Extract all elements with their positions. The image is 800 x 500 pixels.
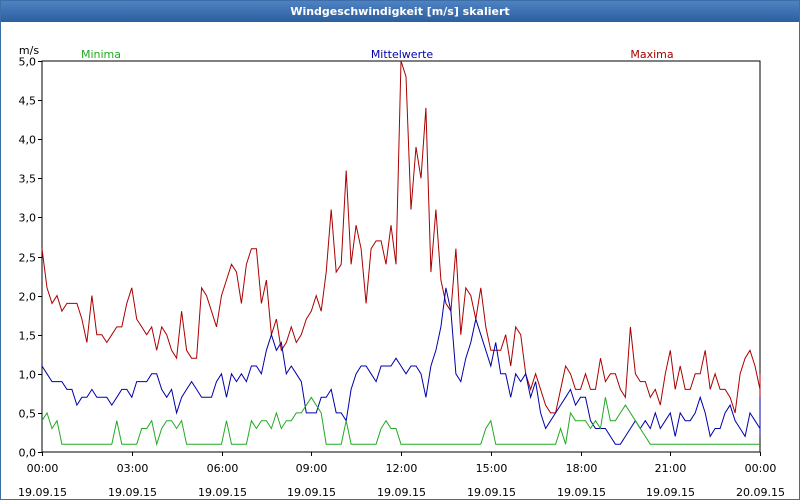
y-tick-label: 1,0 <box>19 369 37 382</box>
y-tick-label: 5,0 <box>19 56 37 69</box>
y-tick-label: 2,0 <box>19 291 37 304</box>
legend: Minima Mittelwerte Maxima <box>81 48 674 61</box>
y-tick-label: 3,5 <box>19 173 37 186</box>
axes <box>38 60 761 456</box>
y-tick-label: 4,0 <box>19 134 37 147</box>
x-tick-label-time: 12:00 <box>386 462 418 475</box>
x-tick-label-date: 19.09.15 <box>108 486 157 499</box>
x-tick-label-date: 19.09.15 <box>557 486 606 499</box>
y-tick-label: 0,5 <box>19 408 37 421</box>
x-tick-label-date: 19.09.15 <box>198 486 247 499</box>
x-tick-label-date: 19.09.15 <box>18 486 67 499</box>
y-tick-label: 1,5 <box>19 330 37 343</box>
series-line-mittelwerte <box>41 287 761 445</box>
x-tick-label-date: 19.09.15 <box>287 486 336 499</box>
line-chart: 0,0 0,5 1,0 1,5 2,0 2,5 3,0 3,5 4,0 4,5 5,0m/s 00:0… <box>18 44 785 499</box>
series-line-minima <box>41 396 760 447</box>
x-tick-label-date: 19.09.15 <box>467 486 516 499</box>
legend-entry-minima: Minima <box>81 48 121 61</box>
plot-frame <box>41 60 761 453</box>
y-tick-label: 4,5 <box>19 95 37 108</box>
legend-entry-maxima: Maxima <box>630 48 673 61</box>
x-tick-label-time: 15:00 <box>476 462 508 475</box>
axis-labels: 0,0 0,5 1,0 1,5 2,0 2,5 3,0 3,5 4,0 4,5 5,0m/s 00:0… <box>18 44 785 499</box>
y-tick-label: 2,5 <box>19 252 37 265</box>
series-lines <box>41 60 761 447</box>
y-axis-label: m/s <box>19 44 39 57</box>
x-tick-label-time: 06:00 <box>207 462 239 475</box>
legend-entry-mittelwerte: Mittelwerte <box>371 48 434 61</box>
y-tick-label: 0,0 <box>19 447 37 460</box>
x-tick-label-time: 00:00 <box>745 462 777 475</box>
series-line-maxima <box>41 60 761 414</box>
x-tick-label-time: 03:00 <box>117 462 149 475</box>
x-tick-label-date: 20.09.15 <box>736 486 785 499</box>
x-tick-label-time: 09:00 <box>296 462 328 475</box>
x-tick-label-date: 19.09.15 <box>646 486 695 499</box>
x-tick-label-time: 18:00 <box>566 462 598 475</box>
x-tick-label-time: 21:00 <box>655 462 687 475</box>
y-tick-label: 3,0 <box>19 212 37 225</box>
x-tick-label-time: 00:00 <box>27 462 59 475</box>
window-title: Windgeschwindigkeit [m/s] skaliert <box>1 1 799 22</box>
x-tick-label-date: 19.09.15 <box>377 486 426 499</box>
